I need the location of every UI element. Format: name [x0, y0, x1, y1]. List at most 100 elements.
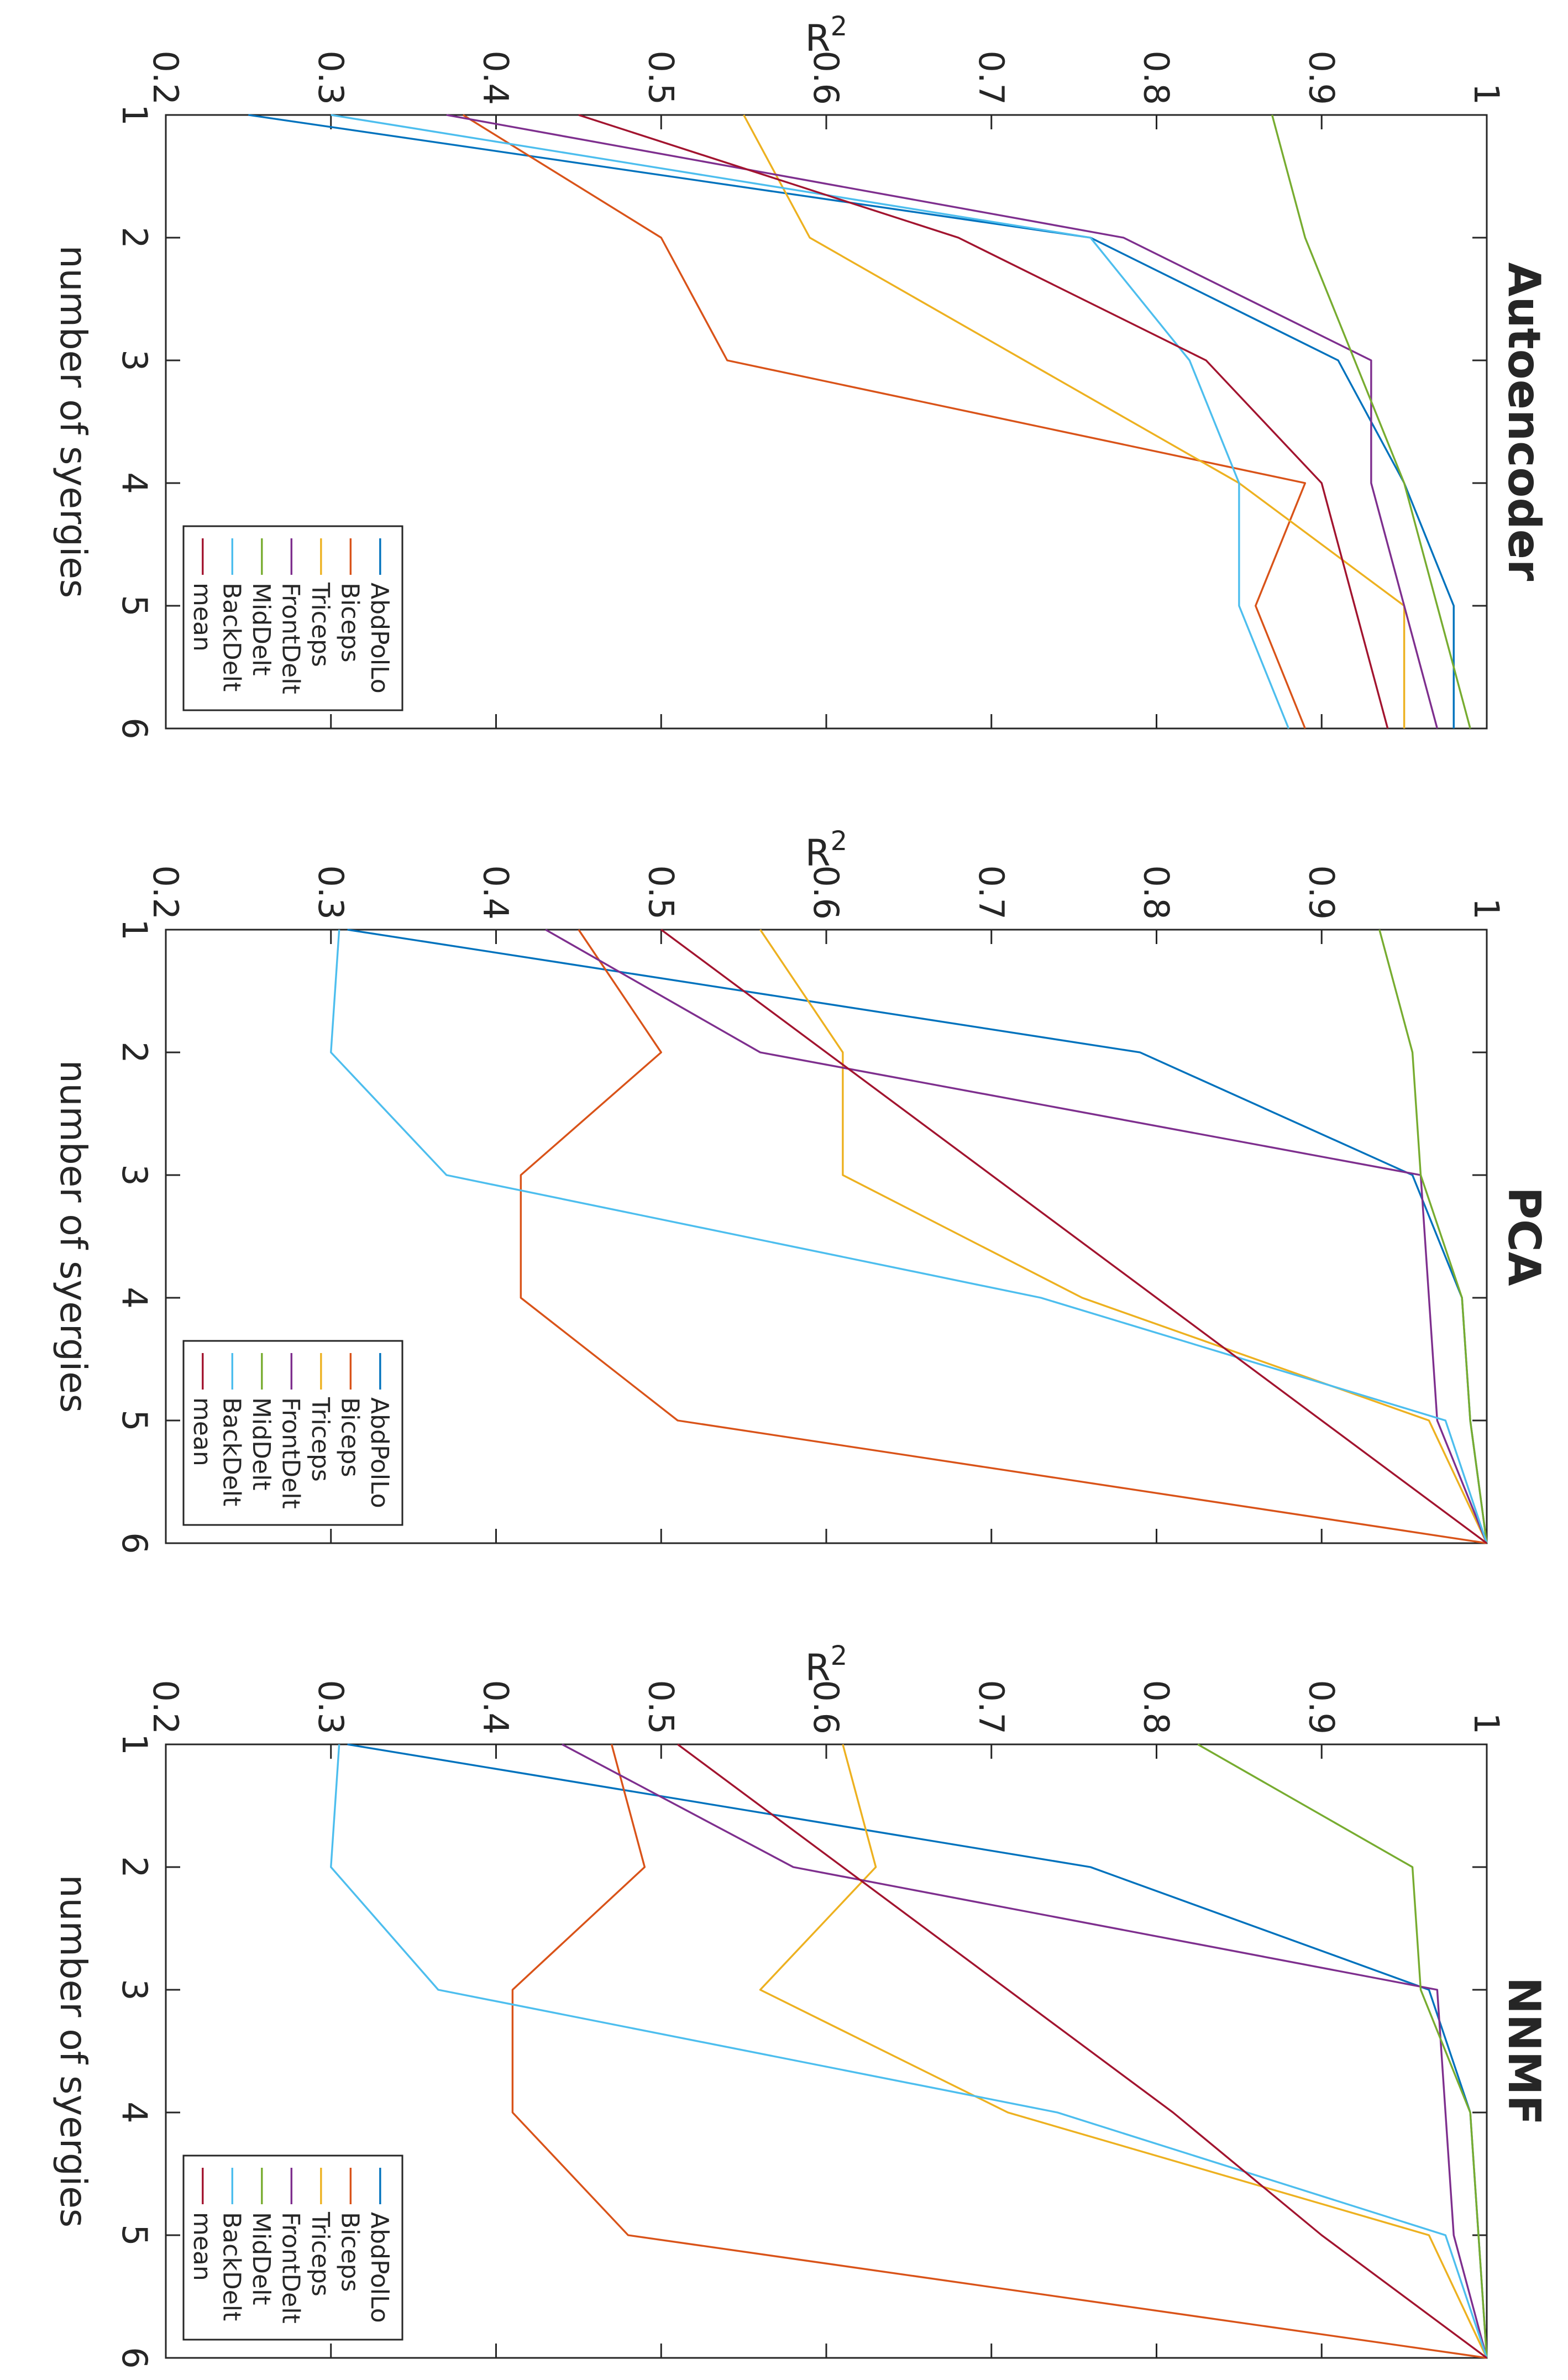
y-tick-label: 0.4 [476, 50, 516, 105]
legend-label-BackDelt: BackDelt [217, 1397, 245, 1506]
legend-box [182, 525, 403, 711]
legend-label-MidDelt: MidDelt [247, 1397, 275, 1491]
x-tick-label: 3 [114, 349, 155, 371]
series-Triceps [759, 929, 1488, 1544]
y-tick-label: 0.2 [145, 865, 186, 920]
y-tick-label: 0.4 [476, 865, 516, 920]
chart-title: NNMF [1498, 1977, 1550, 2125]
series-mean [677, 1743, 1488, 2359]
legend-label-Biceps: Biceps [335, 1397, 364, 1477]
x-tick-label: 6 [114, 1532, 155, 1554]
x-tick-label: 4 [114, 2101, 155, 2123]
chart-autoencoder: 1 2 3 4 5 6 0.2 0.3 0.4 0.5 0.6 0.7 0.8 0.9 1 Autoencod… [0, 0, 1568, 815]
x-tick-label: 1 [114, 919, 155, 940]
x-tick-label: 6 [114, 717, 155, 739]
x-tick-label: 6 [114, 2347, 155, 2368]
x-tick-label: 1 [114, 104, 155, 125]
y-tick-label: 0.3 [311, 50, 351, 105]
y-axis-label-superscript: 2 [831, 11, 848, 42]
legend-label-FrontDelt: FrontDelt [276, 583, 305, 694]
x-tick-label: 2 [114, 1856, 155, 1878]
y-tick-label: 0.5 [641, 865, 681, 920]
legend-label-Triceps: Triceps [306, 2211, 334, 2297]
series-Biceps [462, 114, 1307, 729]
x-tick-label: 5 [114, 595, 155, 616]
series-MidDelt [1271, 114, 1471, 729]
x-tick-label: 1 [114, 1733, 155, 1755]
legend-label-AbdPolLo: AbdPolLo [365, 583, 394, 694]
x-tick-label: 3 [114, 1979, 155, 2000]
series-mean [578, 114, 1389, 729]
x-tick-label: 2 [114, 227, 155, 248]
y-axis-label: R2 [805, 1640, 847, 1689]
legend-box [182, 1340, 403, 1526]
legend-label-FrontDelt: FrontDelt [276, 1397, 305, 1509]
legend-label-Triceps: Triceps [306, 582, 334, 667]
x-axis-label: number of syergies [52, 245, 95, 598]
y-tick-label: 1 [1466, 1713, 1507, 1734]
legend-box [182, 2154, 403, 2341]
legend-label-MidDelt: MidDelt [247, 2212, 275, 2305]
y-tick-label: 0.9 [1301, 865, 1341, 920]
x-axis-label: number of syergies [52, 1875, 95, 2227]
y-tick-label: 0.5 [641, 50, 681, 105]
legend-label-BackDelt: BackDelt [217, 2212, 245, 2321]
series-BackDelt [331, 114, 1290, 729]
legend-label-MidDelt: MidDelt [247, 583, 275, 676]
legend-label-AbdPolLo: AbdPolLo [365, 1397, 394, 1508]
legend-label-FrontDelt: FrontDelt [276, 2212, 305, 2324]
legend-label-mean: mean [188, 1397, 216, 1466]
chart-autoencoder-svg: 1 2 3 4 5 6 0.2 0.3 0.4 0.5 0.6 0.7 0.8 0.9 1 Autoencod… [52, 11, 1550, 740]
y-tick-label: 0.9 [1301, 1680, 1341, 1734]
chart-title: Autoencoder [1498, 263, 1550, 581]
series-Triceps [743, 114, 1406, 728]
legend-label-BackDelt: BackDelt [217, 583, 245, 691]
series-AbdPolLo [347, 929, 1488, 1544]
y-tick-label: 0.6 [806, 1680, 846, 1734]
x-tick-label: 4 [114, 1287, 155, 1308]
legend-label-AbdPolLo: AbdPolLo [365, 2212, 394, 2323]
y-tick-label: 0.3 [311, 1680, 351, 1734]
chart-pca: 1 2 3 4 5 6 0.2 0.3 0.4 0.5 0.6 0.7 0.8 0.9 1 PCA R2 numb… [0, 815, 1568, 1629]
y-axis-label-superscript: 2 [831, 826, 848, 857]
legend-label-Biceps: Biceps [335, 2212, 364, 2292]
legend-label-Triceps: Triceps [306, 1397, 334, 1482]
x-axis-label: number of syergies [52, 1060, 95, 1413]
series-AbdPolLo [347, 1743, 1488, 2358]
y-tick-label: 0.7 [971, 865, 1011, 920]
y-tick-label: 0.7 [971, 1680, 1011, 1734]
chart-nnmf: 1 2 3 4 5 6 0.2 0.3 0.4 0.5 0.6 0.7 0.8 0.9 1 NNMF R2 num… [0, 1629, 1568, 2380]
legend-label-Biceps: Biceps [335, 583, 364, 663]
y-tick-label: 0.8 [1136, 865, 1177, 920]
y-tick-label: 0.2 [145, 50, 186, 105]
series-MidDelt [1378, 929, 1488, 1544]
x-tick-label: 5 [114, 1409, 155, 1431]
legend-label-mean: mean [188, 583, 216, 652]
x-tick-label: 3 [114, 1164, 155, 1186]
y-tick-label: 0.8 [1136, 1680, 1177, 1734]
chart-nnmf-svg: 1 2 3 4 5 6 0.2 0.3 0.4 0.5 0.6 0.7 0.8 0.9 1 NNMF R2 num… [52, 1640, 1550, 2369]
series-Triceps [759, 1744, 1488, 2358]
series-AbdPolLo [248, 114, 1455, 728]
y-tick-label: 0.9 [1301, 50, 1341, 105]
x-tick-label: 5 [114, 2224, 155, 2246]
y-axis-label: R2 [805, 826, 847, 874]
series-FrontDelt [562, 1743, 1488, 2358]
y-tick-label: 1 [1466, 83, 1507, 105]
series-MidDelt [1197, 1743, 1488, 2358]
legend-label-mean: mean [188, 2212, 216, 2281]
y-tick-label: 0.7 [971, 50, 1011, 105]
series-FrontDelt [446, 114, 1439, 729]
y-tick-label: 0.8 [1136, 50, 1177, 105]
y-axis-label-superscript: 2 [831, 1640, 848, 1671]
x-tick-label: 2 [114, 1041, 155, 1063]
y-tick-label: 0.5 [641, 1680, 681, 1734]
y-tick-label: 0.6 [806, 50, 846, 105]
x-tick-label: 4 [114, 472, 155, 494]
series-Biceps [511, 1744, 1487, 2359]
y-tick-label: 0.6 [806, 865, 846, 920]
series-BackDelt [330, 929, 1488, 1544]
y-tick-label: 1 [1466, 898, 1507, 920]
